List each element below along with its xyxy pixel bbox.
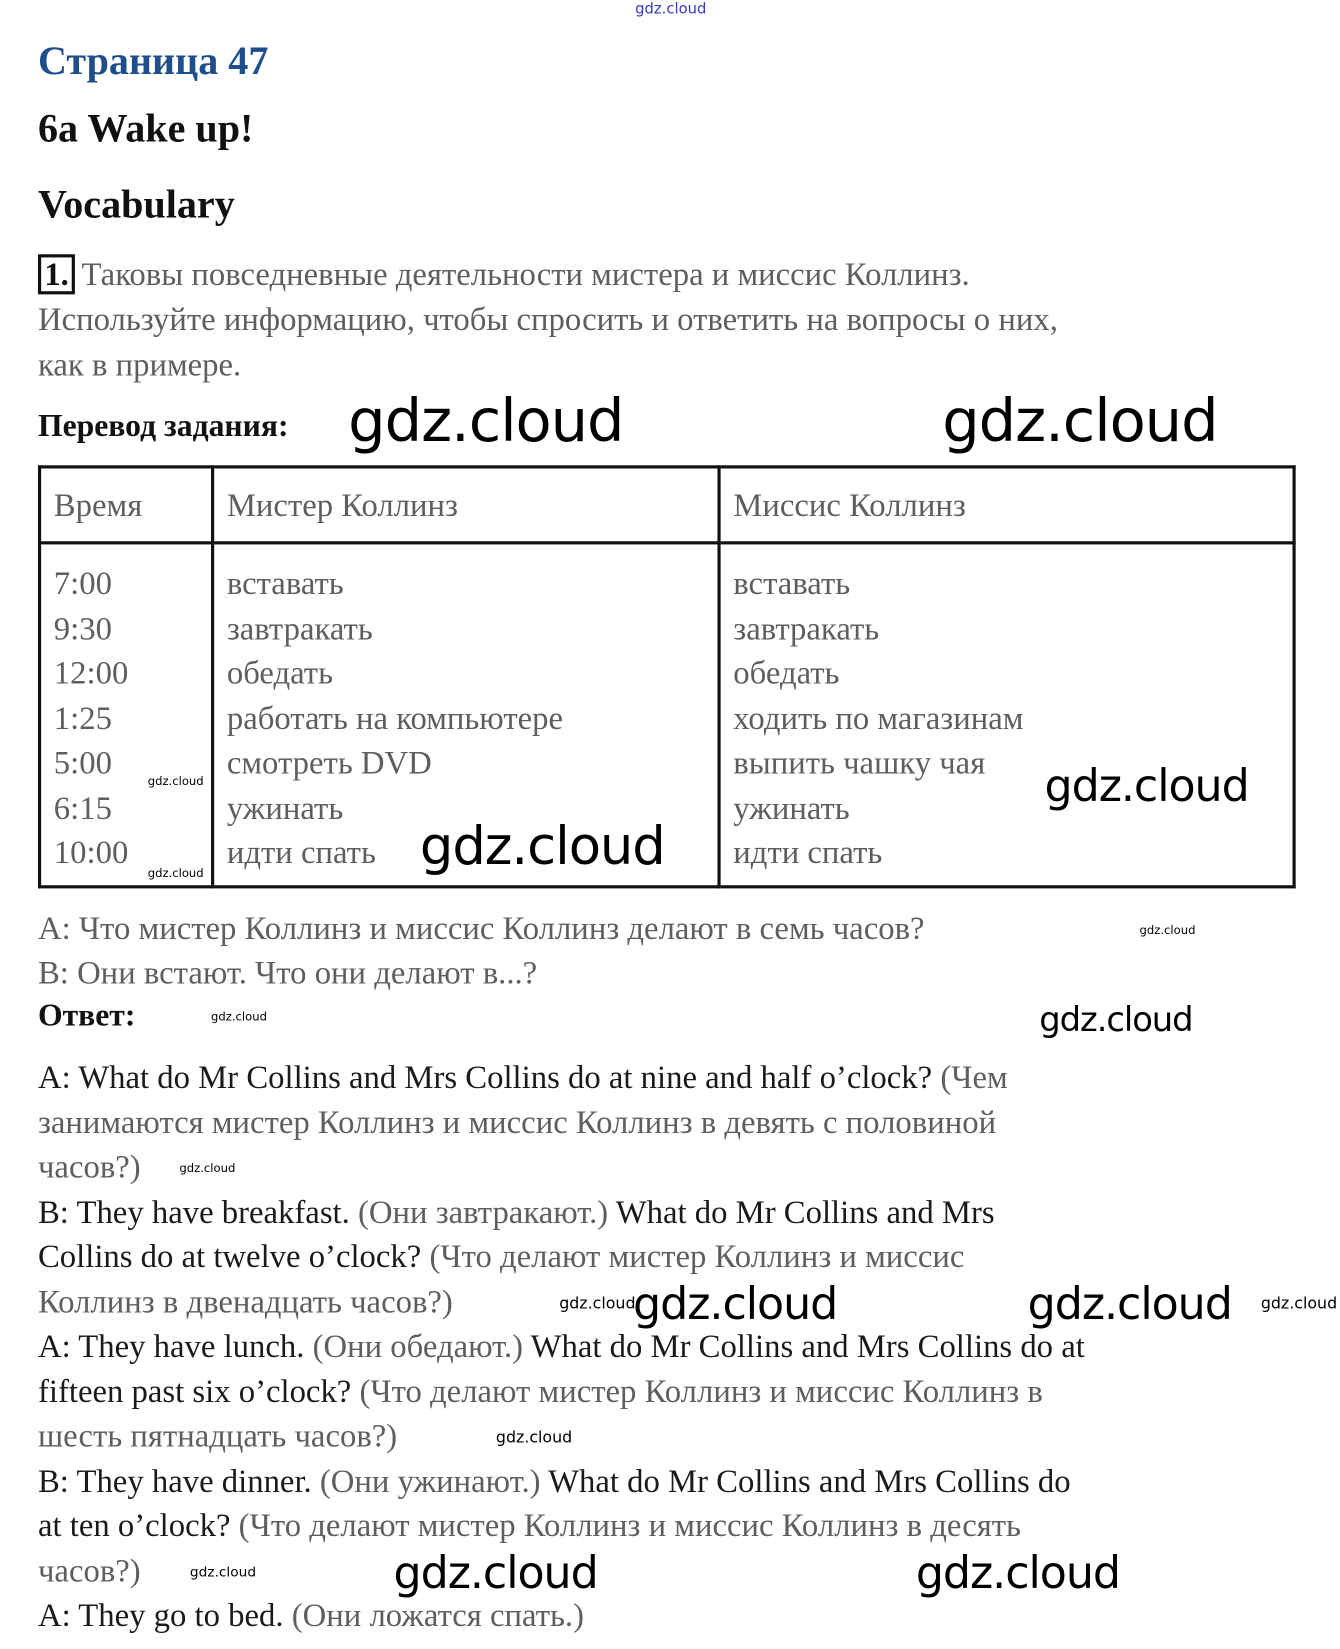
english-answer-text: A: They have lunch.	[37, 1327, 313, 1365]
mr-collins-column: вставать завтракать обедать работать на ком…	[211, 541, 721, 889]
time-cell: 7:00	[53, 564, 112, 602]
mr-activity-cell: обедать	[226, 654, 334, 692]
answer-line: Коллинз в двенадцать часов?)	[38, 1280, 453, 1322]
task-line-2: Используйте информацию, чтобы спросить и…	[37, 300, 1058, 338]
mr-activity-cell: работать на компьютере	[226, 699, 564, 736]
russian-translation-text: (Они обедают.)	[312, 1327, 531, 1365]
task-line-1: 1. Таковы повседневные деятельности мисте…	[37, 253, 970, 295]
header-mrs-collins: Миссис Коллинз	[717, 465, 1296, 545]
watermark: gdz.cloud	[419, 815, 666, 877]
answer-line: fifteen past six o’clock? (Что делают ми…	[38, 1370, 1043, 1412]
time-cell: 5:00	[53, 743, 112, 781]
russian-translation-text: (Они завтракают.)	[357, 1192, 616, 1230]
mr-activity-cell: завтракать	[226, 609, 373, 647]
russian-translation-text: шесть пятнадцать часов?)	[37, 1416, 398, 1454]
english-answer-text: What do Mr Collins and Mrs Collins do	[548, 1461, 1071, 1499]
watermark: gdz.cloud	[915, 1546, 1121, 1599]
table-body-row: 7:00 9:30 12:00 1:25 5:00 6:15 10:00 вставать з…	[37, 541, 1296, 889]
russian-translation-text: часов?)	[37, 1551, 141, 1589]
time-cell: 6:15	[53, 788, 112, 826]
task-number: 1.	[37, 254, 76, 295]
answer-line: часов?)	[38, 1549, 141, 1591]
russian-translation-text: (Что делают мистер Коллинз и миссис Колл…	[238, 1506, 1021, 1544]
english-answer-text: at ten o’clock?	[37, 1506, 239, 1544]
watermark: gdz.cloud	[393, 1546, 599, 1599]
mrs-activity-cell: ужинать	[733, 788, 850, 826]
answer-line: at ten o’clock? (Что делают мистер Колли…	[38, 1505, 1021, 1547]
russian-translation-text: часов?)	[37, 1147, 141, 1185]
mr-activity-cell: смотреть DVD	[226, 743, 432, 781]
answer-line: B: They have dinner. (Они ужинают.) What…	[38, 1460, 1071, 1502]
schedule-table: Время Мистер Коллинз Миссис Коллинз 7:00…	[37, 465, 1296, 889]
answer-line: A: They go to bed. (Они ложатся спать.)	[38, 1594, 584, 1636]
english-answer-text: What do Mr Collins and Mrs Collins do at	[530, 1327, 1085, 1365]
time-cell: 12:00	[53, 654, 129, 692]
mr-activity-cell: идти спать	[226, 833, 376, 871]
example-line-a: A: Что мистер Коллинз и миссис Коллинз д…	[37, 909, 925, 947]
header-mr-collins: Мистер Коллинз	[211, 465, 721, 545]
time-cell: 10:00	[53, 833, 129, 871]
watermark: gdz.cloud	[1039, 999, 1193, 1040]
russian-translation-text: (Чем	[940, 1058, 1008, 1096]
russian-translation-text: (Что делают мистер Коллинз и миссис Колл…	[359, 1372, 1043, 1410]
english-answer-text: What do Mr Collins and Mrs	[615, 1192, 995, 1230]
mrs-activity-cell: выпить чашку чая	[733, 743, 986, 781]
answer-line: часов?)	[38, 1146, 141, 1188]
table-header-row: Время Мистер Коллинз Миссис Коллинз	[37, 465, 1296, 545]
watermark: gdz.cloud	[179, 1161, 236, 1176]
answer-line: Collins do at twelve o’clock? (Что делаю…	[38, 1236, 964, 1278]
mr-activity-cell: вставать	[226, 564, 344, 602]
time-cell: 9:30	[53, 609, 112, 647]
answer-line: A: What do Mr Collins and Mrs Collins do…	[38, 1056, 1008, 1098]
russian-translation-text: занимаются мистер Коллинз и миссис Колли…	[37, 1103, 997, 1141]
answer-line: шесть пятнадцать часов?)	[38, 1415, 397, 1457]
translation-label: Перевод задания:	[37, 408, 289, 444]
english-answer-text: A: What do Mr Collins and Mrs Collins do…	[37, 1058, 941, 1096]
russian-translation-text: (Они ложатся спать.)	[291, 1596, 584, 1634]
mrs-activity-cell: обедать	[733, 654, 840, 692]
watermark: gdz.cloud	[942, 387, 1218, 456]
english-answer-text: Collins do at twelve o’clock?	[37, 1237, 430, 1275]
watermark: gdz.cloud	[147, 866, 204, 880]
watermark: gdz.cloud	[635, 1, 707, 18]
answer-line: занимаются мистер Коллинз и миссис Колли…	[38, 1101, 996, 1143]
watermark: gdz.cloud	[633, 1277, 838, 1330]
example-line-b: B: Они встают. Что они делают в...?	[37, 953, 538, 991]
mrs-activity-cell: ходить по магазинам	[733, 699, 1024, 736]
section-title: Vocabulary	[37, 182, 235, 227]
time-cell: 1:25	[53, 699, 112, 736]
russian-translation-text: (Что делают мистер Коллинз и миссис	[429, 1237, 965, 1275]
answer-line: A: They have lunch. (Они обедают.) What …	[38, 1325, 1085, 1367]
unit-title: 6a Wake up!	[37, 106, 254, 151]
task-line-3: как в примере.	[37, 346, 242, 384]
english-answer-text: A: They go to bed.	[37, 1596, 292, 1634]
page-title: Страница 47	[37, 39, 269, 84]
answer-line: B: They have breakfast. (Они завтракают.…	[38, 1191, 995, 1233]
mrs-collins-column: вставать завтракать обедать ходить по магаз…	[717, 541, 1296, 889]
watermark: gdz.cloud	[495, 1427, 573, 1447]
task-text: Таковы повседневные деятельности мистера…	[81, 255, 970, 293]
times-column: 7:00 9:30 12:00 1:25 5:00 6:15 10:00	[37, 541, 215, 889]
russian-translation-text: Коллинз в двенадцать часов?)	[37, 1282, 453, 1320]
english-answer-text: B: They have dinner.	[37, 1461, 320, 1499]
header-time: Время	[37, 465, 215, 545]
watermark: gdz.cloud	[189, 1564, 257, 1581]
mrs-activity-cell: идти спать	[733, 833, 883, 871]
watermark: gdz.cloud	[1027, 1277, 1233, 1330]
watermark: gdz.cloud	[147, 774, 204, 789]
answer-label: Ответ:	[37, 998, 136, 1033]
watermark: gdz.cloud	[1260, 1293, 1338, 1313]
english-answer-text: fifteen past six o’clock?	[37, 1372, 360, 1410]
russian-translation-text: (Они ужинают.)	[319, 1461, 549, 1499]
mrs-activity-cell: завтракать	[733, 609, 880, 647]
watermark: gdz.cloud	[348, 387, 624, 456]
mr-activity-cell: ужинать	[226, 788, 344, 826]
english-answer-text: B: They have breakfast.	[37, 1192, 358, 1230]
watermark: gdz.cloud	[1139, 923, 1196, 937]
watermark: gdz.cloud	[1044, 759, 1250, 812]
mrs-activity-cell: вставать	[733, 564, 851, 602]
watermark: gdz.cloud	[211, 1009, 267, 1024]
watermark: gdz.cloud	[559, 1293, 636, 1313]
